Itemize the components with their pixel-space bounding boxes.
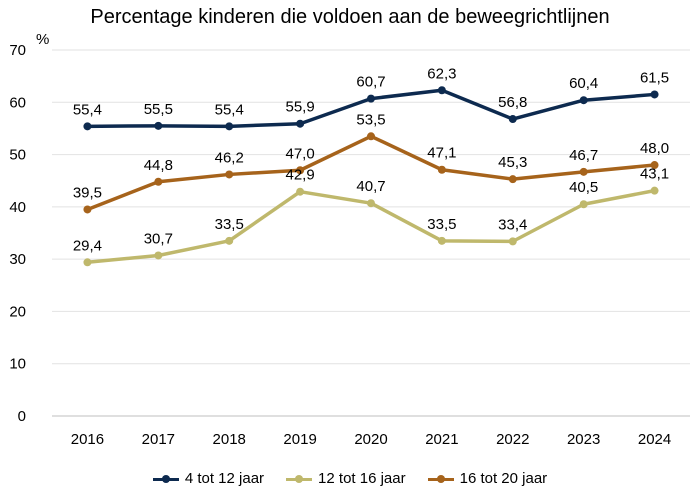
x-tick-label: 2020 (354, 431, 387, 448)
legend-label: 12 tot 16 jaar (318, 470, 406, 487)
data-point (83, 205, 92, 214)
data-point (367, 94, 375, 103)
data-point (579, 200, 588, 209)
data-point (437, 86, 446, 95)
data-label: 47,0 (286, 145, 315, 162)
data-point (296, 187, 305, 196)
data-label: 39,5 (73, 184, 102, 201)
data-point (508, 237, 517, 246)
data-label: 33,5 (215, 216, 244, 233)
x-tick-label: 2017 (142, 431, 175, 448)
data-label: 43,1 (640, 166, 669, 183)
data-point (154, 121, 163, 130)
data-label: 61,5 (640, 69, 669, 86)
data-point (367, 199, 375, 208)
data-label: 62,3 (427, 65, 456, 82)
y-tick-label: 20 (9, 303, 26, 320)
data-point (154, 177, 163, 186)
data-label: 33,5 (427, 216, 456, 233)
data-point (508, 175, 517, 184)
data-label: 55,5 (144, 101, 173, 118)
x-tick-label: 2023 (567, 431, 600, 448)
y-tick-label: 10 (9, 356, 26, 373)
y-axis-unit-label: % (36, 31, 49, 48)
data-point (579, 96, 588, 105)
data-label: 53,5 (356, 111, 385, 128)
y-tick-label: 60 (9, 94, 26, 111)
legend: 4 tot 12 jaar 12 tot 16 jaar 16 tot 20 jaa… (0, 470, 700, 487)
data-point (437, 165, 446, 174)
data-label: 40,5 (569, 179, 598, 196)
legend-item: 16 tot 20 jaar (427, 470, 548, 487)
data-label: 46,2 (215, 149, 244, 166)
x-tick-label: 2024 (638, 431, 671, 448)
data-label: 45,3 (498, 154, 527, 171)
axes: % 0 10 20 30 40 50 60 70 2016 2017 2018 2019 2020 202… (9, 31, 671, 448)
data-labels: 55,4 55,5 55,4 55,9 60,7 62,3 56,8 60,4 61,5 29,4… (73, 65, 669, 254)
data-point (83, 258, 92, 267)
y-tick-label: 0 (18, 408, 26, 425)
data-label: 42,9 (286, 167, 315, 184)
data-label: 40,7 (356, 178, 385, 195)
data-point (225, 122, 234, 131)
data-label: 30,7 (144, 230, 173, 247)
y-tick-label: 70 (9, 42, 26, 59)
series (83, 86, 659, 267)
data-point (225, 236, 234, 245)
data-point (437, 236, 446, 245)
data-label: 47,1 (427, 145, 456, 162)
legend-swatch (427, 473, 454, 485)
data-label: 29,4 (73, 237, 102, 254)
data-point (367, 132, 375, 141)
chart-title: Percentage kinderen die voldoen aan de b… (90, 6, 610, 28)
data-label: 46,7 (569, 147, 598, 164)
data-point (579, 167, 588, 176)
data-point (296, 166, 305, 175)
legend-item: 4 tot 12 jaar (152, 470, 265, 487)
legend-label: 16 tot 20 jaar (459, 470, 548, 487)
x-tick-label: 2016 (71, 431, 104, 448)
x-tick-label: 2021 (425, 431, 458, 448)
data-label: 55,4 (215, 101, 244, 118)
data-label: 55,9 (286, 99, 315, 116)
x-tick-label: 2018 (213, 431, 246, 448)
data-label: 60,7 (356, 74, 385, 91)
data-label: 55,4 (73, 101, 102, 118)
data-point (650, 186, 659, 195)
legend-swatch (152, 473, 179, 485)
legend-swatch (286, 473, 313, 485)
data-point (650, 90, 659, 99)
legend-item: 12 tot 16 jaar (286, 470, 406, 487)
data-point (508, 115, 517, 124)
data-point (296, 119, 305, 128)
data-label: 44,8 (144, 157, 173, 174)
x-tick-label: 2022 (496, 431, 529, 448)
data-point (83, 122, 92, 131)
data-point (650, 161, 659, 170)
data-label: 48,0 (640, 140, 669, 157)
x-tick-label: 2019 (283, 431, 316, 448)
y-tick-label: 40 (9, 199, 26, 216)
data-label: 60,4 (569, 75, 598, 92)
data-label: 56,8 (498, 94, 527, 111)
legend-label: 4 tot 12 jaar (184, 470, 265, 487)
y-tick-label: 50 (9, 147, 26, 164)
y-tick-label: 30 (9, 251, 26, 268)
data-point (225, 170, 234, 179)
data-label: 33,4 (498, 216, 527, 233)
data-point (154, 251, 163, 260)
